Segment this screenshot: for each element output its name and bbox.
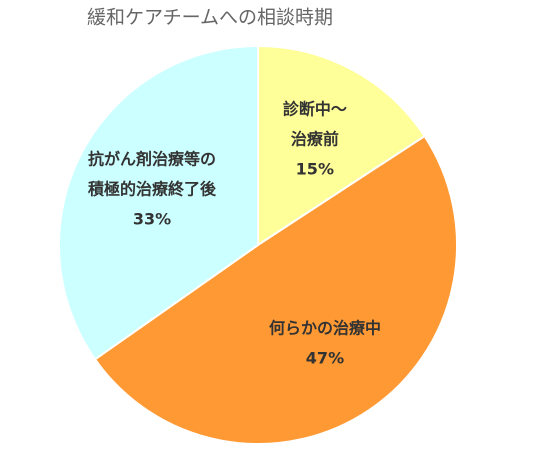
slice-label: 何らかの治療中 bbox=[269, 318, 381, 337]
value-label: 47% bbox=[306, 348, 344, 367]
pie-slice bbox=[93, 134, 458, 445]
value-label: 15% bbox=[296, 159, 334, 178]
slice-label: 治療前 bbox=[291, 129, 339, 148]
pie-slice bbox=[257, 44, 426, 247]
chart-title: 緩和ケアチームへの相談時期 bbox=[87, 7, 333, 29]
slice-label: 積極的治療終了後 bbox=[87, 179, 217, 198]
pie-slice bbox=[58, 44, 259, 361]
slice-label: 診断中〜 bbox=[283, 99, 347, 118]
value-label: 33% bbox=[133, 209, 171, 228]
slice-label: 抗がん剤治療等の bbox=[88, 149, 216, 168]
